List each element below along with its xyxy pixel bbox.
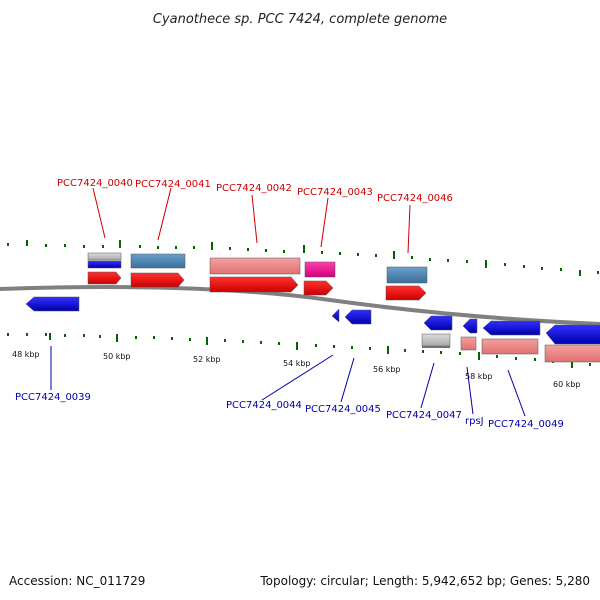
top-gene-labels: PCC7424_0040 PCC7424_0041 PCC7424_0042 P… bbox=[57, 178, 453, 204]
upper-tick-row bbox=[7, 240, 599, 276]
gene-label-0046[interactable]: PCC7424_0046 bbox=[377, 193, 453, 204]
scale-label: 48 kbp bbox=[12, 350, 40, 359]
gene-next-rna[interactable] bbox=[544, 344, 600, 363]
gene-label-0039[interactable]: PCC7424_0039 bbox=[15, 392, 91, 403]
gene-label-0044[interactable]: PCC7424_0044 bbox=[226, 400, 302, 411]
gene-0042-rna[interactable] bbox=[209, 257, 301, 275]
bottom-label-connectors bbox=[50, 346, 526, 417]
gene-label-0042[interactable]: PCC7424_0042 bbox=[216, 183, 292, 194]
gene-0046-cds[interactable] bbox=[385, 285, 427, 301]
gene-0042-cds[interactable] bbox=[209, 276, 299, 293]
lower-tick-row bbox=[7, 333, 591, 368]
gene-rpsj-rna[interactable] bbox=[460, 336, 477, 351]
gene-0045-cds[interactable] bbox=[344, 309, 372, 325]
scale-label: 56 kbp bbox=[373, 365, 401, 374]
gene-0044-cds[interactable] bbox=[331, 308, 340, 323]
scale-label: 54 kbp bbox=[283, 359, 311, 368]
gene-label-0049[interactable]: PCC7424_0049 bbox=[488, 419, 564, 430]
gene-0046-rna[interactable] bbox=[386, 266, 428, 284]
bottom-gene-labels: PCC7424_0039 PCC7424_0044 PCC7424_0045 P… bbox=[15, 392, 564, 430]
gene-0041-rna[interactable] bbox=[130, 253, 186, 269]
gene-rpsj-cds[interactable] bbox=[462, 318, 478, 334]
reverse-features bbox=[25, 296, 600, 363]
gene-0047-rna[interactable] bbox=[421, 333, 451, 347]
gene-label-0047[interactable]: PCC7424_0047 bbox=[386, 410, 462, 421]
scale-label: 60 kbp bbox=[553, 380, 581, 389]
gene-next-cds[interactable] bbox=[545, 324, 600, 345]
gene-label-0041[interactable]: PCC7424_0041 bbox=[135, 179, 211, 190]
scale-label: 58 kbp bbox=[465, 372, 493, 381]
scale-label: 52 kbp bbox=[193, 355, 221, 364]
gene-0049-cds[interactable] bbox=[482, 320, 541, 336]
gene-label-0040[interactable]: PCC7424_0040 bbox=[57, 178, 133, 189]
forward-features bbox=[87, 252, 428, 301]
gene-0043-cds[interactable] bbox=[303, 280, 334, 296]
gene-0043-rna[interactable] bbox=[304, 261, 336, 278]
accession-text: Accession: NC_011729 bbox=[9, 574, 145, 588]
genome-backbone bbox=[0, 285, 600, 326]
gene-0040-rna[interactable] bbox=[87, 252, 122, 261]
map-title: Cyanothece sp. PCC 7424, complete genome bbox=[153, 12, 447, 27]
gene-label-0045[interactable]: PCC7424_0045 bbox=[305, 404, 381, 415]
gene-0049-rna[interactable] bbox=[481, 338, 539, 355]
gene-0039-cds[interactable] bbox=[25, 296, 80, 312]
gene-label-rpsj[interactable]: rpsJ bbox=[465, 416, 484, 427]
top-label-connectors bbox=[92, 187, 411, 254]
gene-0040-cds[interactable] bbox=[87, 271, 122, 285]
genome-summary-text: Topology: circular; Length: 5,942,652 bp… bbox=[259, 574, 590, 588]
gene-0041-cds[interactable] bbox=[130, 272, 185, 288]
scale-labels: 48 kbp 50 kbp 52 kbp 54 kbp 56 kbp 58 kb… bbox=[12, 350, 581, 389]
gene-0040-cds-reverse[interactable] bbox=[87, 260, 122, 269]
gene-0047-cds[interactable] bbox=[423, 315, 453, 331]
scale-label: 50 kbp bbox=[103, 352, 131, 361]
gene-label-0043[interactable]: PCC7424_0043 bbox=[297, 187, 373, 198]
